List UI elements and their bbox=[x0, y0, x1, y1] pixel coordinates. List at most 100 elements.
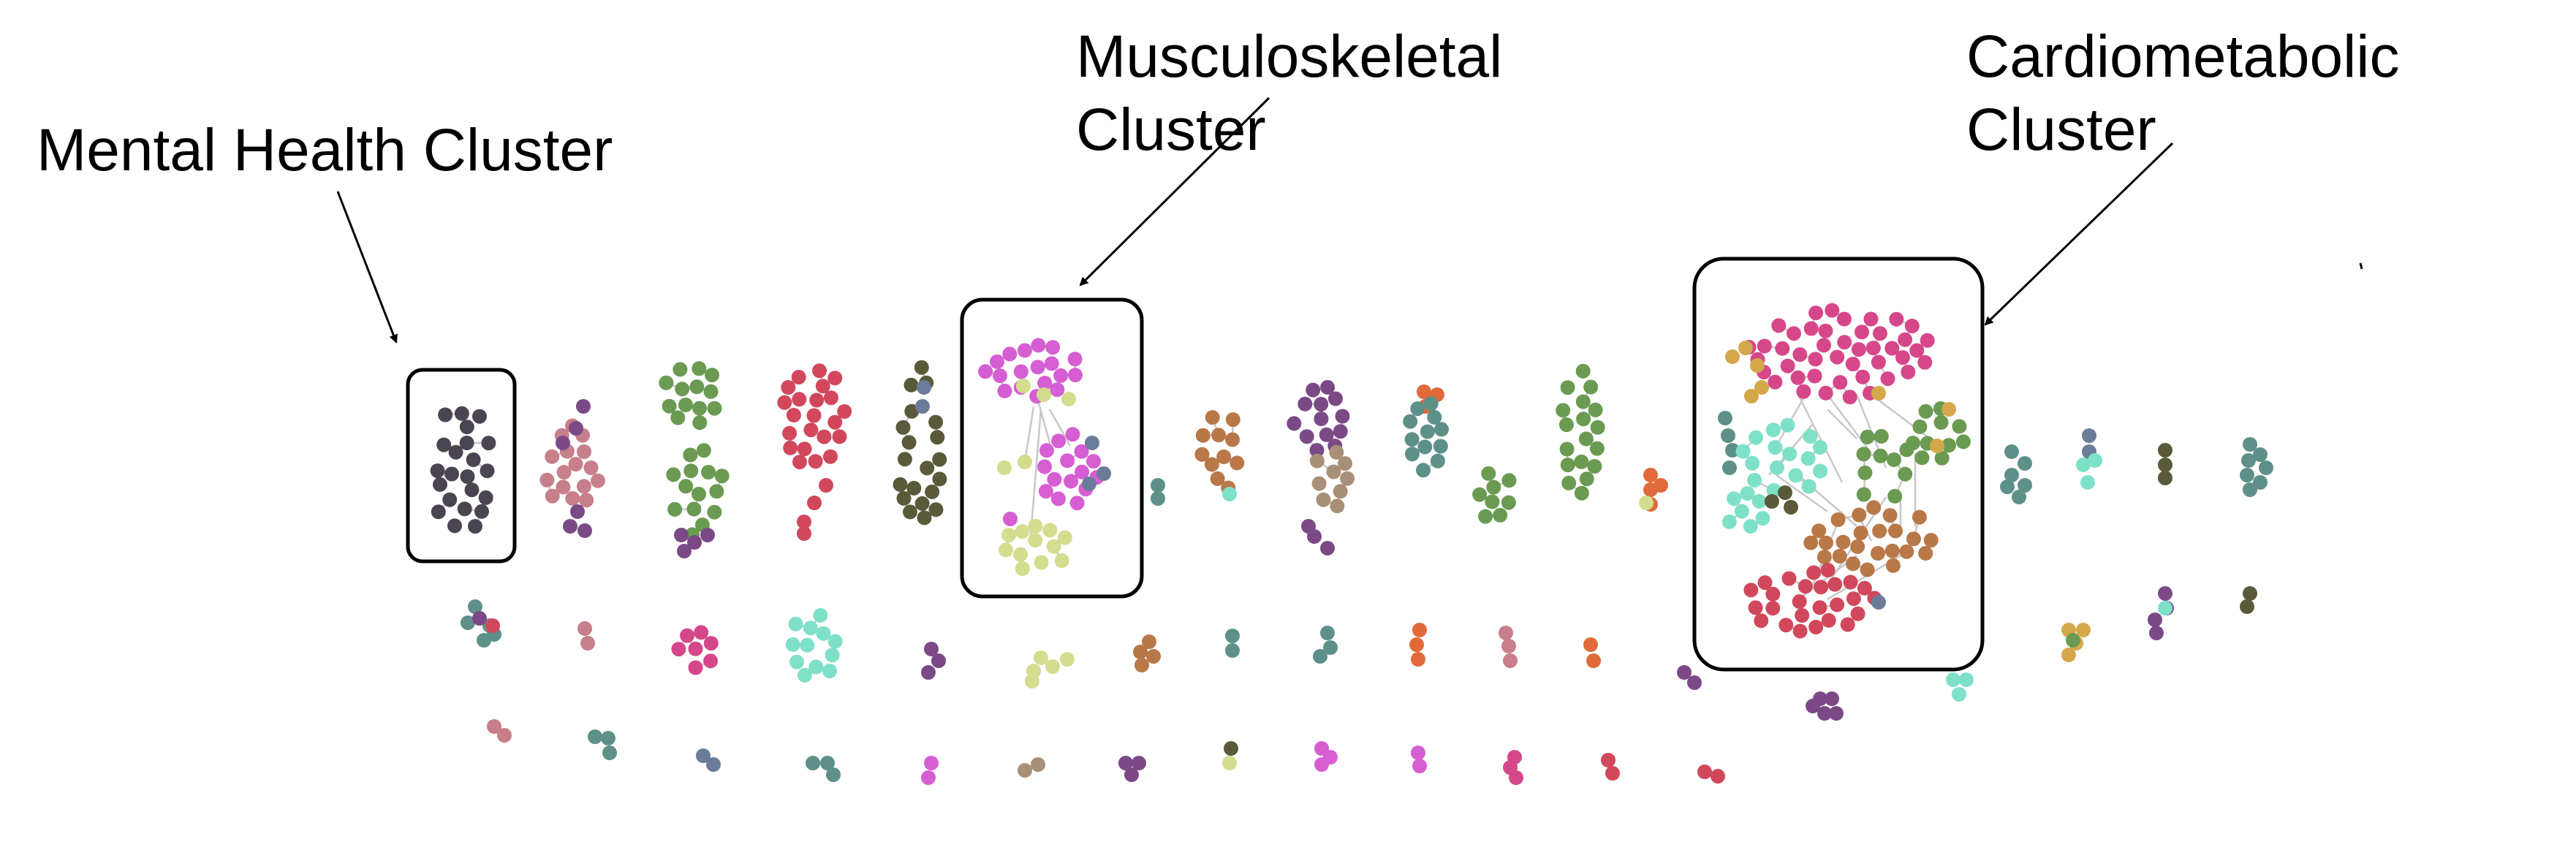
network-node bbox=[1485, 495, 1499, 509]
network-node bbox=[792, 392, 806, 406]
network-node bbox=[2066, 633, 2080, 648]
network-node bbox=[458, 501, 472, 516]
network-node bbox=[1405, 447, 1420, 461]
network-node bbox=[1738, 341, 1753, 355]
network-node bbox=[1039, 443, 1054, 458]
network-node bbox=[1486, 480, 1501, 495]
network-node bbox=[1821, 563, 1836, 577]
network-node bbox=[1478, 509, 1493, 524]
network-node bbox=[1711, 769, 1725, 784]
network-node bbox=[1405, 432, 1420, 447]
network-node bbox=[563, 519, 577, 534]
network-node bbox=[1830, 597, 1844, 612]
edge-layer bbox=[438, 311, 1949, 675]
network-node bbox=[904, 378, 919, 392]
network-node bbox=[1887, 452, 1901, 467]
network-node bbox=[2158, 471, 2172, 485]
network-node bbox=[925, 485, 939, 499]
network-node bbox=[431, 463, 445, 478]
network-node bbox=[689, 642, 703, 656]
network-node bbox=[1837, 335, 1852, 349]
network-node bbox=[1899, 442, 1914, 457]
network-node bbox=[789, 655, 804, 670]
network-node bbox=[797, 526, 811, 541]
network-edge bbox=[1025, 406, 1034, 462]
network-node bbox=[1745, 456, 1759, 471]
network-node bbox=[1070, 496, 1085, 510]
network-node bbox=[706, 757, 721, 772]
network-node bbox=[497, 728, 512, 743]
network-node bbox=[932, 452, 947, 467]
network-node bbox=[1502, 473, 1517, 488]
network-node bbox=[1749, 600, 1763, 615]
network-node bbox=[1743, 583, 1758, 597]
network-node bbox=[686, 502, 701, 517]
network-node bbox=[580, 636, 595, 651]
network-node bbox=[1750, 358, 1765, 373]
network-node bbox=[1412, 623, 1427, 637]
network-node bbox=[460, 420, 474, 434]
network-node bbox=[673, 362, 687, 376]
network-node bbox=[1727, 491, 1741, 506]
network-node bbox=[1792, 594, 1807, 609]
network-node bbox=[1037, 387, 1051, 402]
network-node bbox=[1796, 384, 1811, 399]
network-node bbox=[1590, 441, 1605, 456]
network-node bbox=[472, 611, 487, 626]
network-node bbox=[1831, 512, 1846, 527]
network-node bbox=[1330, 498, 1344, 513]
network-node bbox=[1314, 397, 1328, 411]
network-node bbox=[577, 523, 592, 538]
network-node bbox=[1045, 356, 1059, 371]
network-node bbox=[1605, 766, 1620, 781]
network-node bbox=[1846, 591, 1861, 606]
network-node bbox=[783, 441, 798, 455]
network-node bbox=[822, 664, 837, 678]
stray-mark bbox=[2360, 263, 2362, 269]
network-node bbox=[1060, 652, 1075, 667]
network-node bbox=[1085, 436, 1099, 450]
network-node bbox=[1768, 440, 1782, 455]
node-layer bbox=[431, 303, 2273, 785]
network-node bbox=[827, 371, 842, 385]
network-node bbox=[1501, 639, 1516, 653]
network-node bbox=[1306, 383, 1320, 398]
network-node bbox=[817, 430, 831, 444]
network-node bbox=[1574, 455, 1588, 469]
network-node bbox=[1086, 454, 1101, 469]
network-node bbox=[1601, 753, 1615, 767]
network-node bbox=[809, 393, 824, 408]
network-node bbox=[1725, 349, 1740, 364]
network-node bbox=[1124, 767, 1139, 782]
network-node bbox=[787, 408, 801, 422]
network-node bbox=[460, 436, 474, 450]
network-node bbox=[1037, 460, 1052, 474]
network-node bbox=[1887, 489, 1902, 504]
network-node bbox=[1317, 493, 1331, 507]
network-node bbox=[1802, 479, 1817, 494]
network-node bbox=[545, 450, 559, 464]
network-node bbox=[1843, 390, 1857, 404]
network-node bbox=[1230, 455, 1244, 470]
cardiometabolic-label-line2: Cluster bbox=[1966, 94, 2156, 167]
network-node bbox=[1320, 380, 1335, 395]
network-node bbox=[433, 477, 447, 492]
network-node bbox=[442, 493, 457, 507]
network-node bbox=[1906, 531, 1921, 546]
network-node bbox=[1034, 555, 1049, 570]
network-node bbox=[1016, 379, 1031, 393]
network-node bbox=[1808, 369, 1822, 384]
network-node bbox=[924, 756, 939, 770]
network-node bbox=[1898, 333, 1912, 347]
network-node bbox=[2240, 599, 2254, 614]
network-node bbox=[1793, 624, 1808, 639]
network-node bbox=[708, 401, 722, 416]
network-node bbox=[800, 638, 814, 653]
network-node bbox=[998, 384, 1012, 398]
network-node bbox=[915, 399, 930, 414]
network-node bbox=[465, 482, 480, 497]
network-node bbox=[1833, 549, 1847, 564]
network-node bbox=[1808, 352, 1823, 366]
network-node bbox=[1068, 368, 1083, 382]
network-node bbox=[1503, 653, 1518, 668]
